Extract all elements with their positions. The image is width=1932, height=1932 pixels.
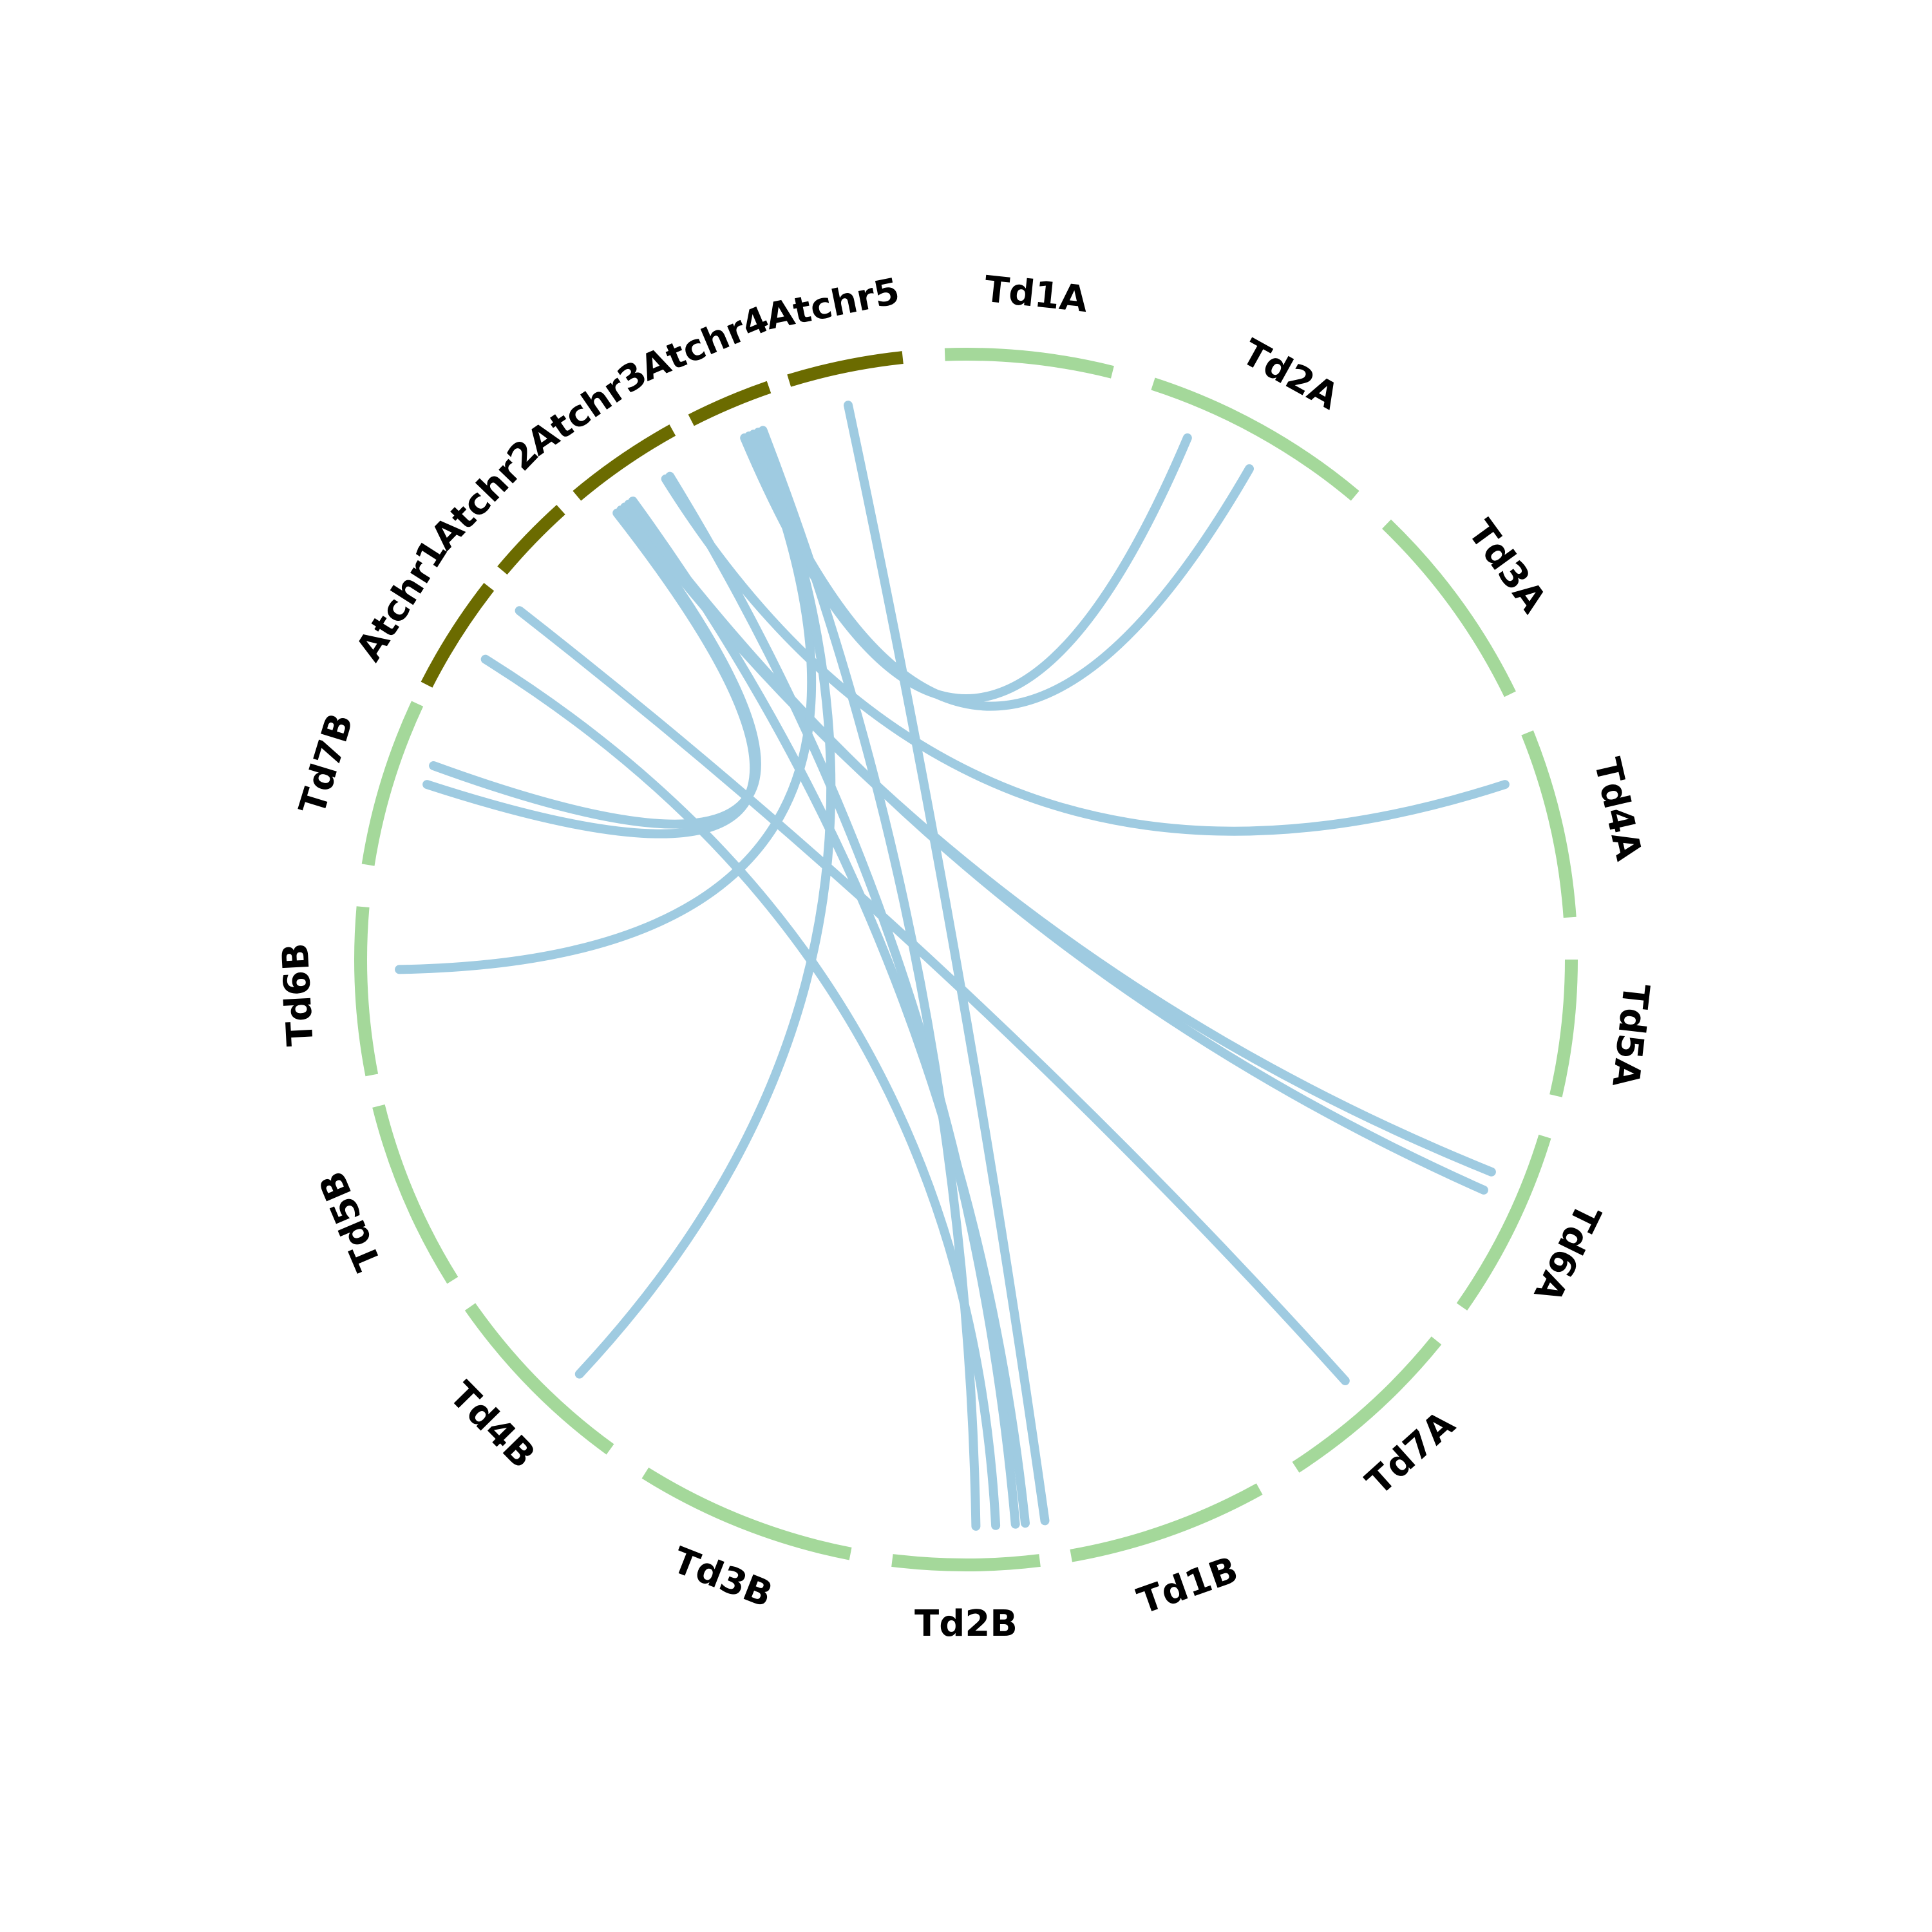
link-Atchr3-Td4A-7 xyxy=(661,474,1510,836)
chromosome-label-Td3A: Td3A xyxy=(1460,513,1555,621)
chromosome-label-Td1A: Td1A xyxy=(982,269,1090,321)
chromosome-arc-Td6B xyxy=(354,906,379,1077)
chromosome-arc-Td7B xyxy=(361,701,424,866)
chromosome-arc-Atchr1 xyxy=(421,583,495,688)
chromosome-arc-Atchr3 xyxy=(573,424,676,501)
chromosome-label-Atchr5: Atchr5 xyxy=(762,270,904,339)
chromosome-label-Td4B: Td4B xyxy=(441,1374,543,1477)
chromosome-arc-Td1A xyxy=(944,348,1114,379)
chromosome-arc-Atchr2 xyxy=(497,504,565,575)
chromosome-arc-Td3B xyxy=(641,1467,852,1560)
chromosome-label-Td7B: Td7B xyxy=(292,708,362,819)
chromosome-arc-Td5B xyxy=(372,1104,459,1284)
chromosome-label-Td5B: Td5B xyxy=(311,1165,390,1276)
chromosome-arc-Td4B xyxy=(464,1303,614,1455)
chromosome-label-Td6B: Td6B xyxy=(274,942,321,1047)
link-Atchr3-Td1B-6 xyxy=(628,497,1030,1528)
link-Atchr4-Td4B-12 xyxy=(574,428,836,1379)
link-Atchr4-Td6B-11 xyxy=(395,430,817,974)
link-Atchr5-Td2B-14 xyxy=(844,401,1050,1526)
link-Atchr3-Td7B-3 xyxy=(429,505,761,829)
chromosome-arc-Td4A xyxy=(1521,730,1577,918)
link-Atchr3-Td2B-8 xyxy=(665,471,1020,1529)
chromosome-label-Td4A: Td4A xyxy=(1586,754,1650,865)
chromosome-label-Td3B: Td3B xyxy=(667,1539,779,1616)
chromosome-label-Td7A: Td7A xyxy=(1358,1403,1463,1503)
chromosome-label-Atchr4: Atchr4 xyxy=(634,298,775,390)
chromosome-arc-Atchr4 xyxy=(688,381,772,426)
synteny-links xyxy=(395,401,1510,1531)
chromosome-arc-Td3A xyxy=(1382,519,1516,697)
link-Atchr1-Td2B-0 xyxy=(480,654,1001,1530)
link-Atchr2-Td7A-1 xyxy=(515,606,1350,1385)
chromosome-arc-Td5A xyxy=(1549,959,1578,1097)
chromosome-label-Td2A: Td2A xyxy=(1235,332,1346,419)
chromosome-label-Td1B: Td1B xyxy=(1132,1549,1243,1623)
chromosome-arc-Td6A xyxy=(1456,1134,1551,1311)
chromosome-label-Td2B: Td2B xyxy=(914,1603,1018,1645)
link-Atchr4-Td2B-13 xyxy=(758,426,981,1531)
chromosome-arcs xyxy=(354,348,1578,1571)
chromosome-label-Td5A: Td5A xyxy=(1604,981,1657,1090)
chromosome-arc-Td7A xyxy=(1292,1336,1442,1473)
link-Atchr3-Td7B-2 xyxy=(422,508,759,838)
link-Atchr3-Td6A-5 xyxy=(624,499,1488,1195)
chromosome-arc-Td2A xyxy=(1151,377,1359,501)
chromosome-arc-Td1B xyxy=(1070,1483,1263,1562)
chromosome-arc-Td2B xyxy=(891,1554,1041,1571)
chromosome-label-Td6A: Td6A xyxy=(1526,1197,1609,1309)
chromosome-arc-Atchr5 xyxy=(787,351,904,387)
